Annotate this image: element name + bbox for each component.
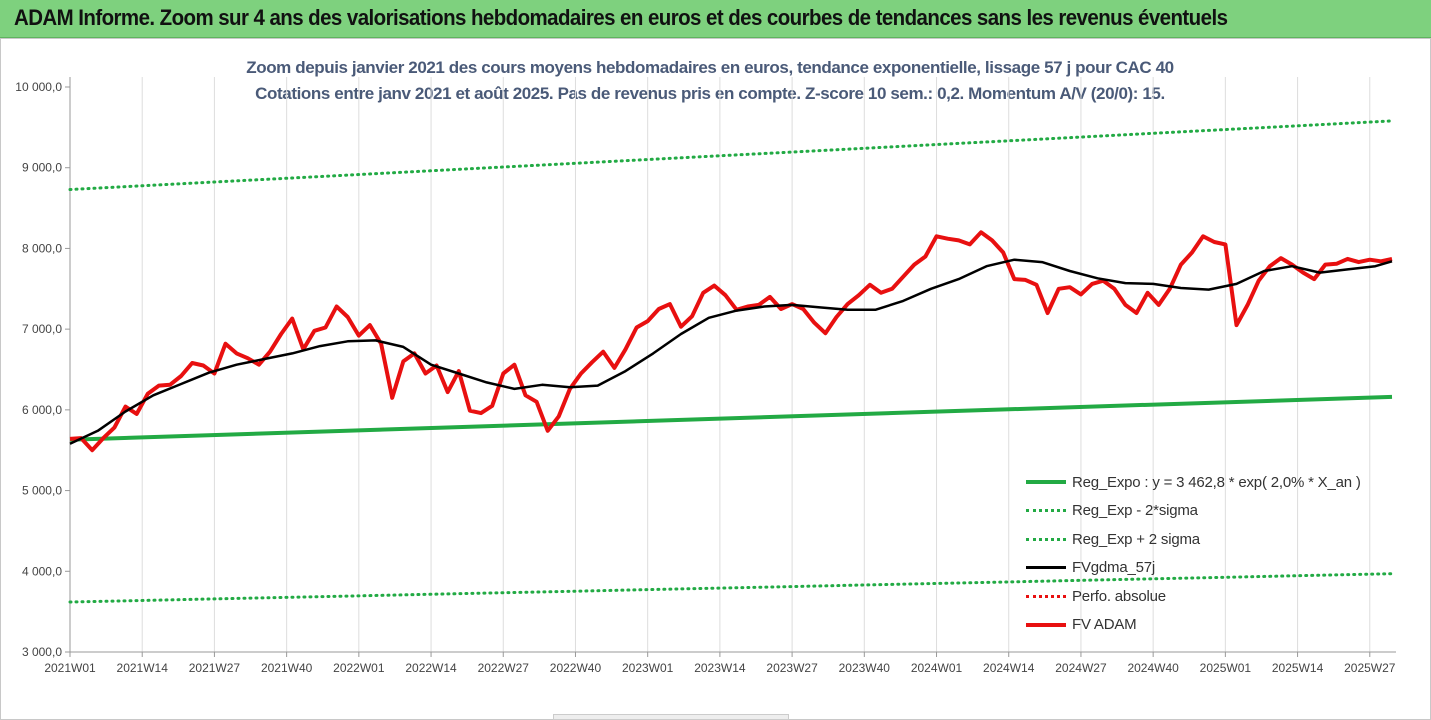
line-chart: 2021W01 2021W14 2021W27 2021W40 2022W01 2022W… [15,77,1396,675]
x-tick-label: 2023W27 [766,661,818,675]
legend-item: FV ADAM [1026,611,1406,640]
y-tick-label: 7 000,0 [22,322,62,336]
x-tick-label: 2023W01 [622,661,674,675]
scroll-tab [553,714,789,720]
legend-swatch [1026,480,1066,485]
y-tick-label: 4 000,0 [22,564,62,578]
legend-label: Reg_Exp - 2*sigma [1072,502,1198,520]
legend-label: FV ADAM [1072,616,1137,634]
legend-swatch [1026,566,1066,570]
x-tick-label: 2024W14 [983,661,1035,675]
legend-label: Reg_Exp + 2 sigma [1072,530,1200,548]
y-tick-label: 5 000,0 [22,484,62,498]
x-tick-label: 2021W01 [44,661,96,675]
series-line-reg-exp-2-sigma [68,572,1394,604]
x-tick-label: 2021W14 [117,661,169,675]
y-tick-label: 9 000,0 [22,161,62,175]
x-tick-label: 2023W40 [839,661,891,675]
legend-swatch [1026,622,1066,627]
x-tick-label: 2022W40 [550,661,602,675]
x-tick-label: 2024W40 [1127,661,1179,675]
series-line-reg-expo-y-3-462-8-exp-2 [69,394,1393,442]
legend-item: Reg_Exp - 2*sigma [1026,497,1406,526]
legend-swatch [1026,509,1066,513]
x-tick-label: 2025W14 [1272,661,1324,675]
legend-item: Reg_Exp + 2 sigma [1026,525,1406,554]
series-line-fvgdma-57j [69,258,1393,445]
x-tick-label: 2022W01 [333,661,385,675]
title-banner: ADAM Informe. Zoom sur 4 ans des valoris… [0,0,1431,38]
legend-label: Perfo. absolue [1072,587,1166,605]
legend-item: Perfo. absolue [1026,582,1406,611]
x-tick-label: 2024W01 [911,661,963,675]
y-tick-label: 6 000,0 [22,403,62,417]
x-tick-label: 2025W01 [1200,661,1252,675]
x-tick-label: 2023W14 [694,661,746,675]
chart-subtitle: Cotations entre janv 2021 et août 2025. … [255,84,1165,103]
x-tick-label: 2025W27 [1344,661,1396,675]
series-line-reg-exp-2-sigma [68,119,1394,191]
chart-title: Zoom depuis janvier 2021 des cours moyen… [246,58,1174,77]
y-tick-label: 8 000,0 [22,241,62,255]
legend-swatch [1026,537,1066,541]
legend-swatch [1026,594,1066,598]
banner-title: ADAM Informe. Zoom sur 4 ans des valoris… [14,5,1228,30]
legend-label: FVgdma_57j [1072,559,1156,577]
chart-legend: Reg_Expo : y = 3 462,8 * exp( 2,0% * X_a… [1026,468,1406,639]
legend-item: Reg_Expo : y = 3 462,8 * exp( 2,0% * X_a… [1026,468,1406,497]
legend-item: FVgdma_57j [1026,554,1406,583]
x-tick-label: 2021W40 [261,661,313,675]
y-tick-label: 3 000,0 [22,645,62,659]
legend-label: Reg_Expo : y = 3 462,8 * exp( 2,0% * X_a… [1072,473,1361,491]
y-tick-label: 10 000,0 [15,80,62,94]
x-tick-label: 2021W27 [189,661,241,675]
x-tick-label: 2022W27 [478,661,530,675]
x-tick-label: 2022W14 [405,661,457,675]
x-tick-label: 2024W27 [1055,661,1107,675]
series-line-fv-adam [69,230,1393,453]
